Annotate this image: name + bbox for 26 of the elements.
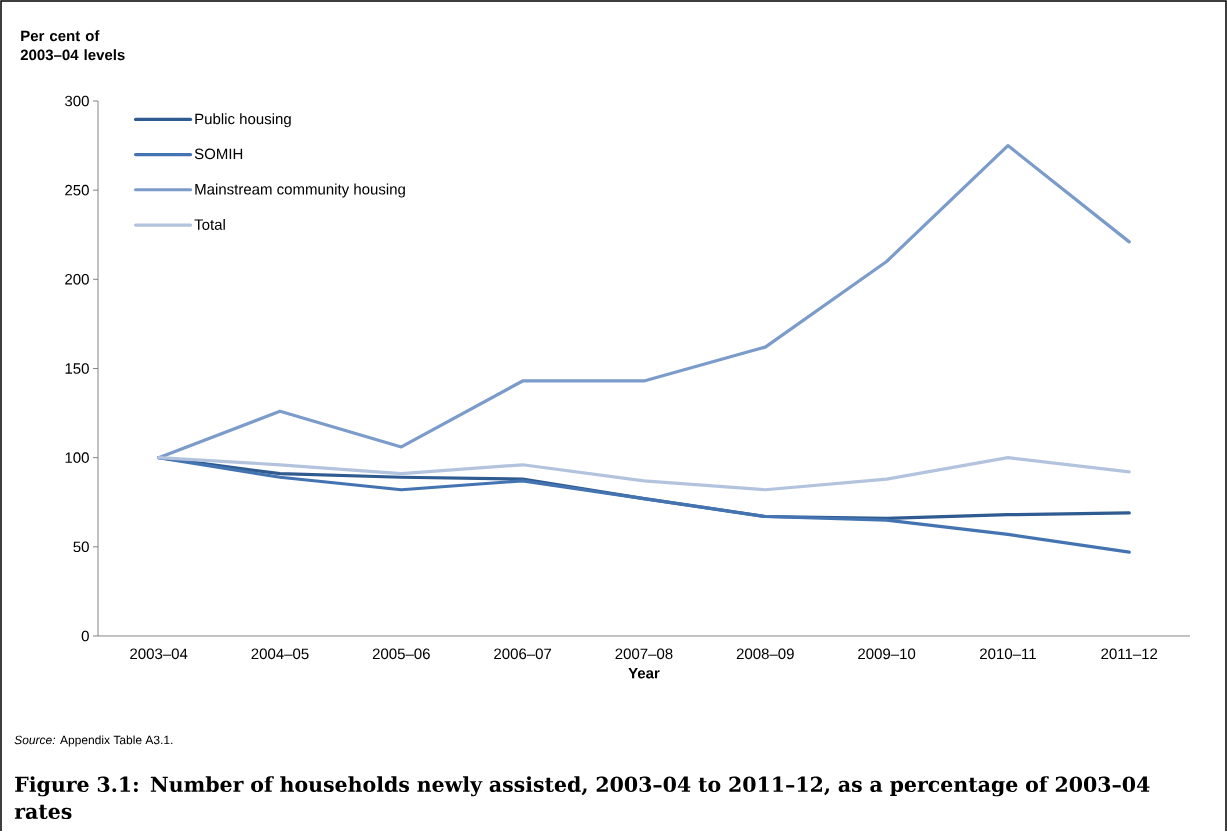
legend-label: Public housing [195, 113, 291, 128]
y-tick-label: 50 [73, 541, 89, 553]
x-tick-label: 2006–07 [494, 648, 552, 660]
y-tick-label: 250 [65, 184, 89, 196]
y-axis-title: Per cent of 2003–04 levels [20, 30, 125, 61]
legend-label: Total [194, 219, 225, 231]
line-series [157, 456, 1131, 492]
legend-label: SOMIH [194, 148, 243, 160]
x-tick-label: 2003–04 [130, 648, 188, 660]
y-tick-label: 150 [65, 363, 89, 374]
x-tick-label: 2004–05 [251, 648, 309, 660]
y-tick-label: 300 [65, 95, 89, 107]
x-tick-label: 2009–10 [858, 648, 916, 660]
text: Source: Appendix Table A3.1. [14, 735, 173, 747]
text: Figure 3.1: Number of households newly assisted, 2003–04 to 2011–12, as a percentage of 2003–04 rates [14, 776, 1150, 820]
x-tick-label: 2011–12 [1101, 648, 1158, 660]
x-tick-label: 2005–06 [372, 648, 430, 660]
y-tick-label: 100 [65, 452, 89, 464]
x-axis-title: Year [628, 668, 660, 679]
line-series [157, 456, 1131, 554]
x-tick-label: 2008–09 [736, 648, 794, 660]
x-tick-label: 2007–08 [615, 648, 673, 660]
x-tick-label: 2010–11 [980, 648, 1036, 660]
legend-label: Mainstream community housing [195, 183, 405, 198]
y-tick-label: 0 [81, 630, 89, 642]
y-tick-label: 200 [65, 274, 89, 285]
